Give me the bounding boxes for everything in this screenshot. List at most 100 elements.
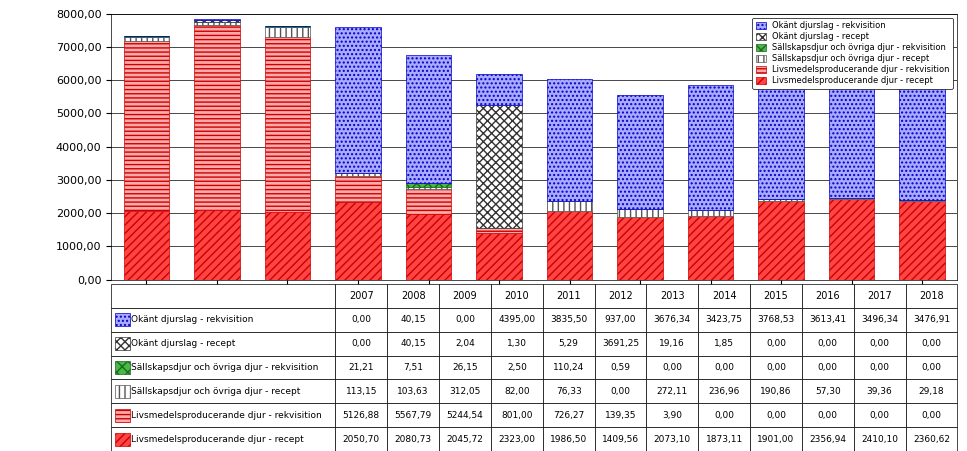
Bar <box>111 308 336 332</box>
Bar <box>387 379 439 403</box>
Bar <box>646 356 698 379</box>
Text: 190,86: 190,86 <box>760 387 792 396</box>
Text: 3835,50: 3835,50 <box>550 315 587 324</box>
Bar <box>491 308 542 332</box>
Text: 3476,91: 3476,91 <box>913 315 950 324</box>
Bar <box>750 356 802 379</box>
Bar <box>542 356 595 379</box>
Text: 0,00: 0,00 <box>351 315 371 324</box>
FancyBboxPatch shape <box>115 313 130 327</box>
Text: 0,00: 0,00 <box>869 411 890 420</box>
Bar <box>750 427 802 451</box>
Bar <box>111 403 336 427</box>
Bar <box>802 332 854 356</box>
Bar <box>405 55 452 183</box>
Text: 236,96: 236,96 <box>709 387 740 396</box>
Bar <box>698 284 750 308</box>
Bar <box>698 356 750 379</box>
Bar <box>476 228 522 233</box>
Text: 2045,72: 2045,72 <box>447 435 484 444</box>
Bar <box>802 308 854 332</box>
Bar <box>265 26 310 27</box>
Text: 3613,41: 3613,41 <box>809 315 846 324</box>
Bar <box>899 84 945 200</box>
Bar <box>688 85 733 210</box>
Text: 2017: 2017 <box>867 291 892 301</box>
Text: 2014: 2014 <box>712 291 737 301</box>
Bar <box>905 356 957 379</box>
FancyBboxPatch shape <box>115 385 130 398</box>
Bar <box>750 403 802 427</box>
Text: 2018: 2018 <box>919 291 944 301</box>
Bar <box>646 427 698 451</box>
Bar <box>899 201 945 280</box>
Bar <box>698 427 750 451</box>
Text: 0,00: 0,00 <box>818 339 837 348</box>
Bar <box>194 25 240 211</box>
Text: 2073,10: 2073,10 <box>654 435 690 444</box>
Bar <box>491 379 542 403</box>
Text: 103,63: 103,63 <box>397 387 429 396</box>
Text: 726,27: 726,27 <box>553 411 584 420</box>
Bar <box>111 332 336 356</box>
Bar <box>336 173 381 176</box>
Bar <box>595 356 646 379</box>
Bar <box>491 427 542 451</box>
Text: 2080,73: 2080,73 <box>395 435 431 444</box>
Text: 2360,62: 2360,62 <box>913 435 950 444</box>
Text: 2012: 2012 <box>608 291 632 301</box>
Bar <box>617 217 663 280</box>
Text: 2010: 2010 <box>505 291 529 301</box>
Text: 5126,88: 5126,88 <box>342 411 380 420</box>
Bar <box>905 379 957 403</box>
Text: 2050,70: 2050,70 <box>342 435 380 444</box>
Bar <box>595 403 646 427</box>
Text: 5567,79: 5567,79 <box>395 411 432 420</box>
Text: 0,00: 0,00 <box>662 363 683 372</box>
Text: 0,00: 0,00 <box>610 387 630 396</box>
Text: 139,35: 139,35 <box>604 411 636 420</box>
Bar <box>405 213 452 280</box>
Text: 2,50: 2,50 <box>507 363 527 372</box>
Text: 4395,00: 4395,00 <box>498 315 536 324</box>
Bar <box>194 20 240 22</box>
Text: 2013: 2013 <box>660 291 685 301</box>
Bar <box>124 37 169 41</box>
Bar <box>854 427 905 451</box>
Bar <box>336 356 387 379</box>
Text: 7,51: 7,51 <box>403 363 424 372</box>
Text: 5,29: 5,29 <box>559 339 578 348</box>
Bar <box>476 233 522 280</box>
Bar <box>854 356 905 379</box>
Legend: Okänt djurslag - rekvisition, Okänt djurslag - recept, Sällskapsdjur och övriga : Okänt djurslag - rekvisition, Okänt djur… <box>752 18 953 89</box>
Text: Livsmedelsproducerande djur - rekvisition: Livsmedelsproducerande djur - rekvisitio… <box>132 411 322 420</box>
Text: 3768,53: 3768,53 <box>757 315 795 324</box>
Text: 39,36: 39,36 <box>866 387 893 396</box>
Text: Sällskapsdjur och övriga djur - rekvisition: Sällskapsdjur och övriga djur - rekvisit… <box>132 363 319 372</box>
Bar <box>698 332 750 356</box>
FancyBboxPatch shape <box>115 433 130 446</box>
Bar <box>802 427 854 451</box>
Bar <box>905 308 957 332</box>
Bar <box>194 19 240 20</box>
Bar <box>646 403 698 427</box>
Bar <box>595 427 646 451</box>
Bar <box>750 308 802 332</box>
Text: Sällskapsdjur och övriga djur - recept: Sällskapsdjur och övriga djur - recept <box>132 387 301 396</box>
Text: 2007: 2007 <box>349 291 373 301</box>
Bar <box>439 284 491 308</box>
Text: 1986,50: 1986,50 <box>550 435 587 444</box>
Text: 0,00: 0,00 <box>455 315 475 324</box>
Text: 272,11: 272,11 <box>657 387 688 396</box>
Text: 2011: 2011 <box>556 291 581 301</box>
Bar <box>802 403 854 427</box>
Bar <box>439 379 491 403</box>
Bar <box>854 284 905 308</box>
Text: 1873,11: 1873,11 <box>706 435 743 444</box>
Bar <box>646 284 698 308</box>
Text: 40,15: 40,15 <box>400 315 426 324</box>
Bar <box>265 212 310 280</box>
Text: 3676,34: 3676,34 <box>654 315 690 324</box>
Bar <box>698 308 750 332</box>
Text: 0,00: 0,00 <box>922 339 942 348</box>
